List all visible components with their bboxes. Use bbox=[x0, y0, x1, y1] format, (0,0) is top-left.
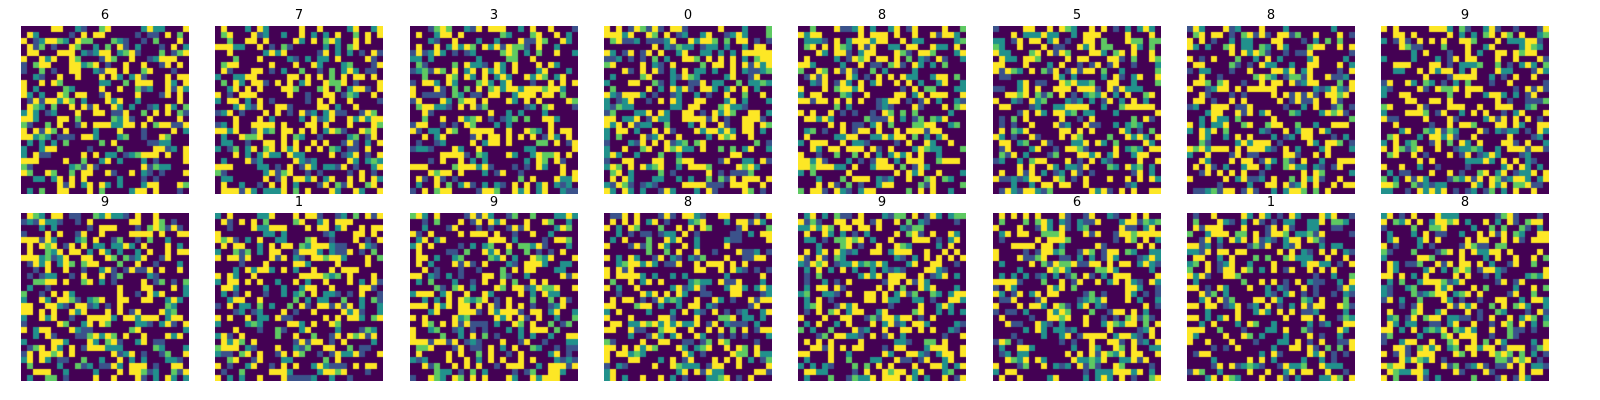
panel-title: 6 bbox=[1072, 195, 1082, 210]
panel-title: 5 bbox=[1072, 8, 1082, 23]
panel-7: 8 bbox=[1187, 7, 1355, 194]
panel-title: 6 bbox=[100, 8, 110, 23]
panel-11: 9 bbox=[410, 194, 578, 381]
heatmap-image bbox=[993, 213, 1161, 381]
panel-title: 7 bbox=[294, 8, 304, 23]
panel-13: 9 bbox=[798, 194, 966, 381]
panel-12: 8 bbox=[604, 194, 772, 381]
heatmap-image bbox=[215, 213, 383, 381]
panel-1: 6 bbox=[21, 7, 189, 194]
panel-10: 1 bbox=[215, 194, 383, 381]
panel-14: 6 bbox=[993, 194, 1161, 381]
panel-title: 8 bbox=[683, 195, 693, 210]
panel-9: 9 bbox=[21, 194, 189, 381]
heatmap-image bbox=[1381, 26, 1549, 194]
panel-3: 3 bbox=[410, 7, 578, 194]
heatmap-image bbox=[21, 26, 189, 194]
panel-16: 8 bbox=[1381, 194, 1549, 381]
heatmap-image bbox=[798, 213, 966, 381]
heatmap-image bbox=[604, 26, 772, 194]
panel-title: 9 bbox=[877, 195, 887, 210]
heatmap-image bbox=[1187, 213, 1355, 381]
heatmap-image bbox=[993, 26, 1161, 194]
heatmap-image bbox=[1187, 26, 1355, 194]
panel-title: 8 bbox=[1460, 195, 1470, 210]
panel-5: 8 bbox=[798, 7, 966, 194]
panel-8: 9 bbox=[1381, 7, 1549, 194]
panel-title: 8 bbox=[877, 8, 887, 23]
heatmap-image bbox=[215, 26, 383, 194]
panel-4: 0 bbox=[604, 7, 772, 194]
panel-title: 1 bbox=[1266, 195, 1276, 210]
panel-title: 9 bbox=[489, 195, 499, 210]
heatmap-image bbox=[1381, 213, 1549, 381]
heatmap-image bbox=[410, 26, 578, 194]
panel-2: 7 bbox=[215, 7, 383, 194]
panel-title: 1 bbox=[294, 195, 304, 210]
panel-title: 9 bbox=[1460, 8, 1470, 23]
heatmap-image bbox=[798, 26, 966, 194]
heatmap-image bbox=[604, 213, 772, 381]
panel-6: 5 bbox=[993, 7, 1161, 194]
panel-title: 9 bbox=[100, 195, 110, 210]
panel-title: 0 bbox=[683, 8, 693, 23]
panel-title: 3 bbox=[489, 8, 499, 23]
panel-15: 1 bbox=[1187, 194, 1355, 381]
heatmap-image bbox=[410, 213, 578, 381]
panel-title: 8 bbox=[1266, 8, 1276, 23]
heatmap-image bbox=[21, 213, 189, 381]
